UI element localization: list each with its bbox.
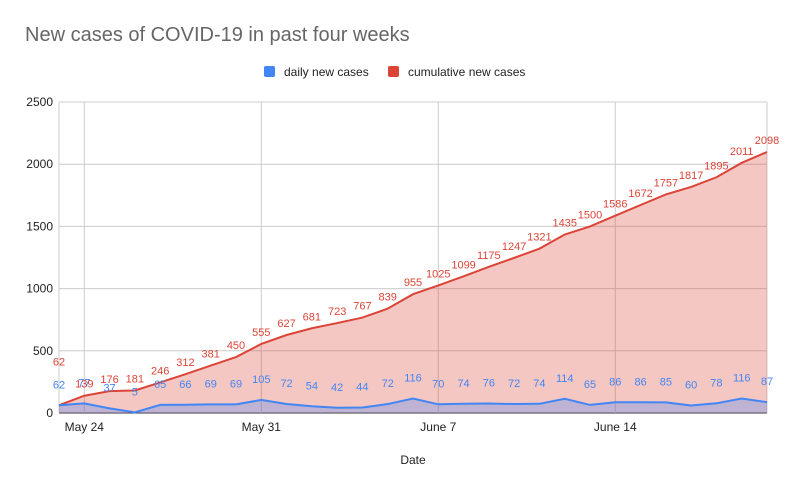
data-label: 69 [230, 378, 242, 390]
data-label: 181 [126, 373, 144, 385]
data-label: 72 [280, 378, 292, 390]
data-label: 139 [75, 379, 93, 391]
data-label: 1895 [704, 160, 728, 172]
data-label: 450 [227, 340, 245, 352]
data-label: 1025 [426, 268, 450, 280]
data-label: 78 [710, 377, 722, 389]
data-label: 627 [277, 318, 295, 330]
x-tick-label: June 14 [594, 420, 637, 434]
data-label: 74 [533, 378, 545, 390]
data-label: 955 [404, 277, 422, 289]
data-label: 2098 [755, 135, 779, 147]
data-label: 2011 [730, 146, 754, 158]
data-label: 1672 [628, 188, 652, 200]
data-label: 1321 [527, 232, 551, 244]
data-label: 62 [53, 356, 65, 368]
data-label: 681 [303, 311, 321, 323]
data-label: 116 [404, 373, 422, 385]
data-label: 116 [733, 373, 751, 385]
y-tick-label: 2000 [26, 157, 53, 171]
data-label: 87 [761, 376, 773, 388]
data-label: 44 [356, 382, 368, 394]
legend-swatch [264, 66, 275, 77]
data-label: 65 [154, 379, 166, 391]
data-label: 60 [685, 380, 697, 392]
x-tick-label: June 7 [420, 420, 456, 434]
data-label: 176 [100, 374, 118, 386]
data-label: 839 [379, 292, 397, 304]
y-tick-label: 1000 [26, 282, 53, 296]
data-label: 1817 [679, 170, 703, 182]
data-label: 5 [132, 386, 138, 398]
data-label: 65 [584, 379, 596, 391]
data-label: 723 [328, 306, 346, 318]
data-label: 246 [151, 365, 169, 377]
data-label: 1757 [654, 177, 678, 189]
legend-swatch [388, 66, 399, 77]
data-label: 86 [634, 376, 646, 388]
data-label: 74 [457, 378, 469, 390]
data-label: 312 [176, 357, 194, 369]
data-label: 85 [660, 376, 672, 388]
data-label: 381 [202, 349, 220, 361]
x-tick-label: May 31 [242, 420, 282, 434]
data-label: 76 [483, 378, 495, 390]
data-label: 54 [306, 380, 318, 392]
data-label: 114 [556, 373, 574, 385]
data-label: 66 [179, 379, 191, 391]
data-label: 72 [382, 378, 394, 390]
y-tick-label: 0 [46, 406, 53, 420]
legend: daily new cases cumulative new cases [264, 65, 525, 79]
x-tick-label: May 24 [65, 420, 105, 434]
y-tick-label: 1500 [26, 219, 53, 233]
data-label: 69 [205, 378, 217, 390]
data-label: 105 [252, 374, 270, 386]
data-label: 1586 [603, 199, 627, 211]
data-label: 767 [353, 301, 371, 313]
data-label: 1099 [451, 259, 475, 271]
data-label: 1247 [502, 241, 526, 253]
legend-label: cumulative new cases [408, 65, 525, 79]
data-label: 72 [508, 378, 520, 390]
y-tick-label: 2500 [26, 95, 53, 109]
data-label: 62 [53, 379, 65, 391]
data-label: 1435 [552, 217, 576, 229]
data-label: 555 [252, 327, 270, 339]
data-label: 1175 [477, 250, 501, 262]
data-label: 42 [331, 382, 343, 394]
y-tick-label: 500 [33, 344, 53, 358]
data-label: 70 [432, 378, 444, 390]
legend-label: daily new cases [284, 65, 369, 79]
data-label: 1500 [578, 209, 602, 221]
x-axis-title: Date [400, 453, 426, 467]
data-label: 86 [609, 376, 621, 388]
